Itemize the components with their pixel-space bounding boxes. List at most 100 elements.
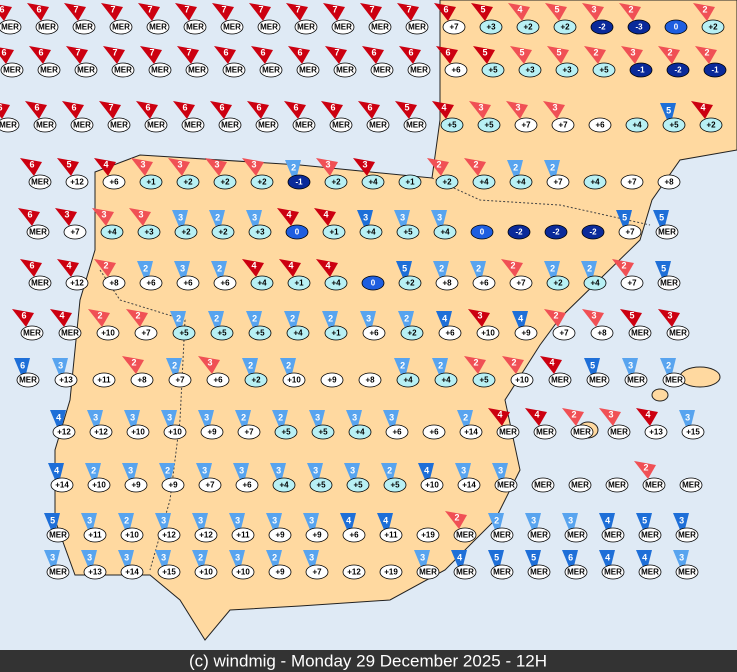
station-oval [311,424,335,440]
station-oval [183,19,207,35]
station-label: +4 [107,228,117,237]
station-oval [37,62,61,78]
station-oval [586,372,610,388]
wind-flag [196,463,212,487]
wind-speed: 2 [643,463,648,473]
station-oval [96,325,120,341]
wind-speed: 7 [73,5,78,15]
station-label: +12 [70,178,84,187]
station-label: +2 [706,121,716,130]
station-oval [570,424,594,440]
wind-flag [394,358,410,382]
border [99,269,186,571]
wind-flag [122,463,138,487]
wind-speed: 3 [477,311,482,321]
wind-flag [137,261,153,285]
wind-speed: 6 [27,210,32,220]
wind-speed: 6 [293,103,298,113]
station-oval [642,477,666,493]
station-label: MER [31,178,49,187]
wind-speed: 2 [135,311,140,321]
wind-flag [140,46,162,64]
wind-speed: 3 [552,103,557,113]
station-label: MER [678,531,696,540]
wind-speed: 3 [64,210,69,220]
station-label: +10 [199,568,213,577]
station-label: MER [147,121,165,130]
wind-speed: 5 [554,5,559,15]
wind-speed: 3 [389,412,394,422]
wind-speed: 3 [362,160,367,170]
wind-flag [544,261,560,285]
station-label: +5 [488,66,498,75]
wind-speed: 6 [0,5,5,15]
station-oval [255,117,279,133]
wind-flag [242,358,258,382]
wind-flag [525,408,547,426]
station-oval [490,527,514,543]
wind-speed: 4 [549,358,554,368]
station-label: MER [40,66,58,75]
station-oval [361,174,385,190]
wind-flag [399,46,421,64]
station-label: MER [567,531,585,540]
wind-speed: 2 [91,465,96,475]
wind-flag [658,309,680,327]
wind-speed: 3 [437,212,442,222]
wind-flag [655,261,671,285]
station-label: MER [669,329,687,338]
station-label: +7 [205,481,215,490]
station-oval [544,224,568,240]
station-label: +3 [144,228,154,237]
station-label: +4 [331,279,341,288]
wind-speed: 2 [571,410,576,420]
station-oval [552,325,576,341]
wind-speed: 6 [38,48,43,58]
station-oval [518,62,542,78]
wind-flag [512,311,528,335]
station-oval [120,527,144,543]
station-label: MER [604,531,622,540]
station-oval [481,62,505,78]
station-oval [490,564,514,580]
station-oval [472,174,496,190]
station-oval [305,527,329,543]
wind-speed: 3 [58,360,63,370]
wind-flag [307,463,323,487]
wind-speed: 4 [251,261,256,271]
wind-flag [599,408,621,426]
wind-speed: 6 [330,103,335,113]
wind-flag [131,158,153,176]
station-oval [134,325,158,341]
wind-flag [507,160,523,184]
wind-flag [433,261,449,285]
wind-flag [284,311,300,335]
wind-speed: 3 [161,515,166,525]
wind-flag [99,101,121,119]
station-oval [213,174,237,190]
wind-flag [138,3,160,21]
station-oval [657,174,681,190]
station-oval [137,224,161,240]
wind-speed: 3 [207,358,212,368]
wind-flag [562,513,578,537]
wind-flag [249,3,271,21]
station-label: +5 [669,121,679,130]
station-label: +1 [331,329,341,338]
station-oval [35,19,59,35]
wind-flag [353,158,375,176]
station-oval [89,424,113,440]
wind-speed: 3 [235,515,240,525]
wind-flag [616,210,632,234]
wind-speed: 5 [642,515,647,525]
wind-flag [81,513,97,537]
station-oval [70,117,94,133]
station-oval [333,62,357,78]
station-label: +8 [137,376,147,385]
wind-speed: 4 [534,410,539,420]
station-label: +2 [407,329,417,338]
station-oval [444,62,468,78]
wind-flag [582,3,604,21]
station-oval [194,564,218,580]
station-label: MER [31,279,49,288]
